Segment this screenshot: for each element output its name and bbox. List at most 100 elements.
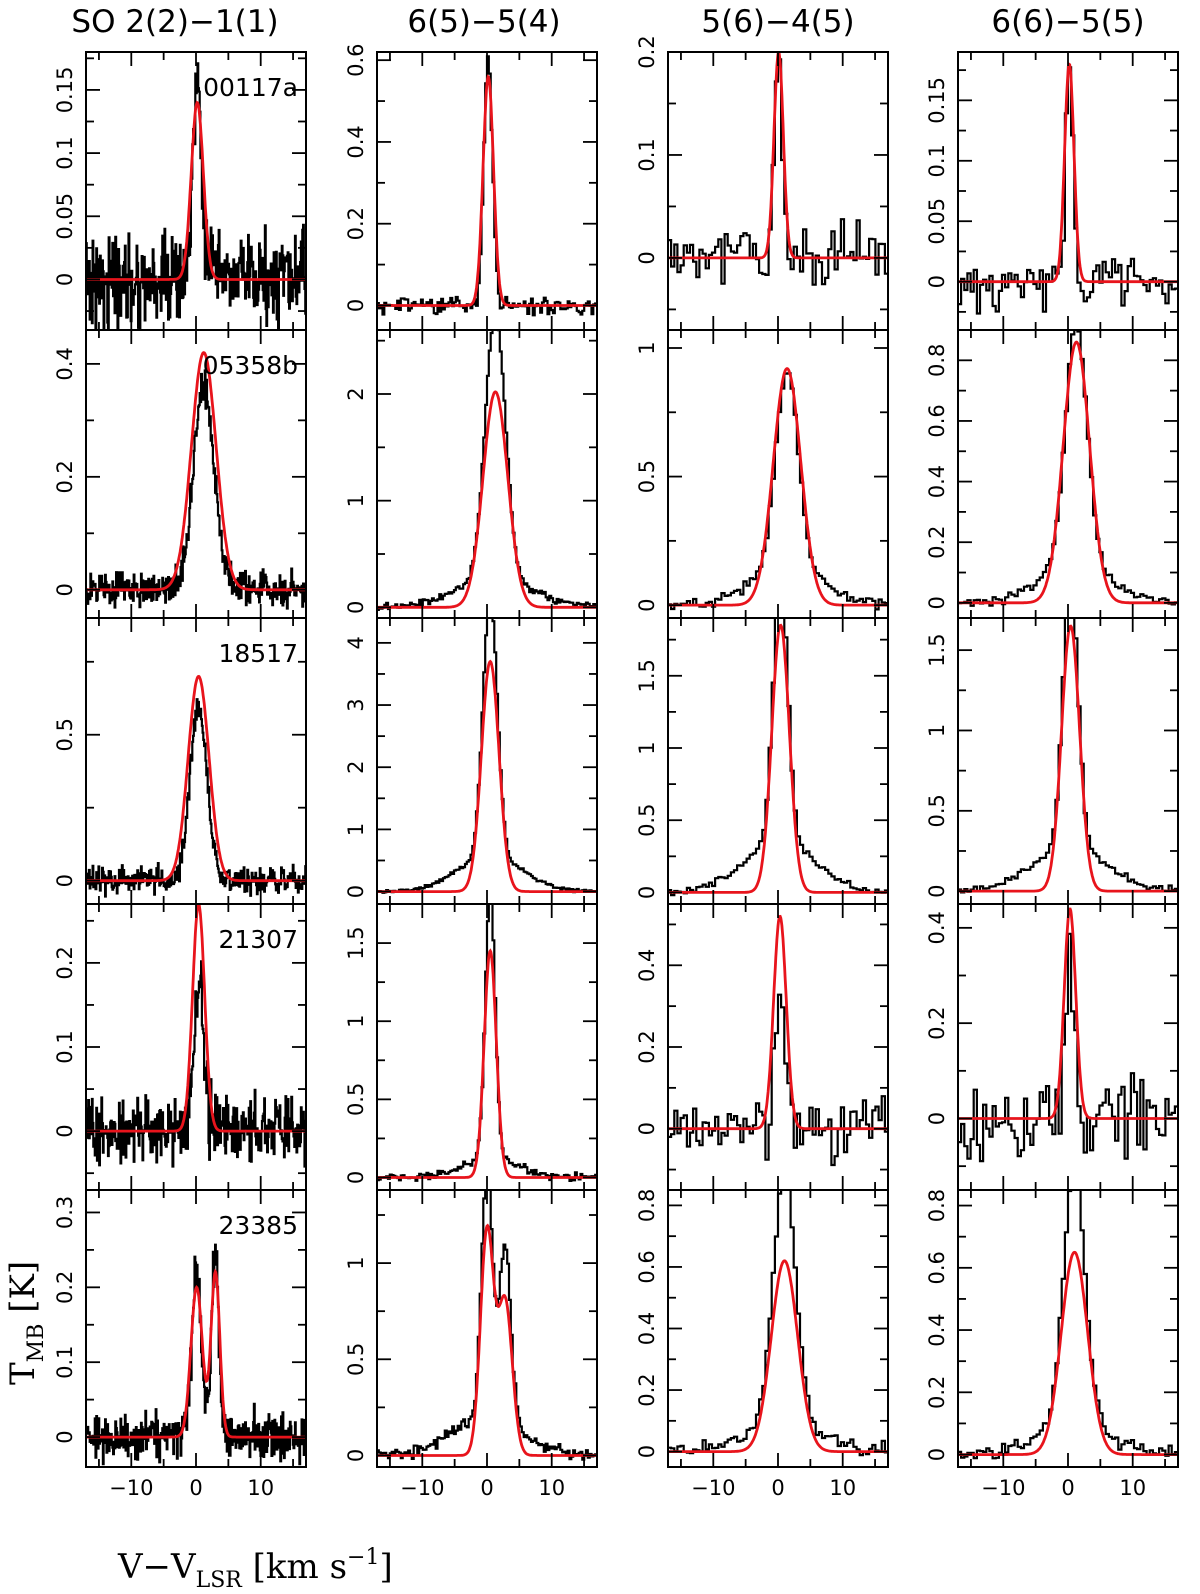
y-tick-label: 0 (344, 1171, 368, 1184)
gaussian-fit-curve (377, 74, 597, 307)
gaussian-fit-curve (958, 624, 1178, 893)
y-tick-label: 1 (344, 1256, 368, 1269)
y-tick-label: 0.2 (344, 207, 368, 240)
y-tick-label: 0.2 (53, 1271, 77, 1304)
y-tick-label: 0 (53, 1430, 77, 1443)
y-tick-label: 0.1 (53, 136, 77, 169)
gaussian-fit-curve (86, 674, 306, 883)
y-tick-label: 0.8 (925, 344, 949, 377)
panel-00117a-2: 0 0.2 0.4 0.6 (344, 43, 598, 331)
observed-spectrum (958, 618, 1178, 894)
y-tick-label: 0.15 (53, 67, 77, 114)
gaussian-fit-curve (668, 914, 888, 1131)
y-tick-label: 0 (344, 885, 368, 898)
observed-spectrum (377, 904, 597, 1182)
panel-23385-3: −10 0 10 0 0.2 0.4 0.6 0.8 (635, 1189, 889, 1500)
gaussian-fit-curve (958, 1250, 1178, 1456)
x-axis-label-sub: LSR (196, 1568, 244, 1593)
x-tick-label: 10 (538, 1476, 565, 1500)
y-tick-label: 0.1 (635, 138, 659, 171)
x-tick-label: 0 (480, 1476, 493, 1500)
panel-05358b-4: 0 0.2 0.4 0.6 0.8 (925, 329, 1179, 619)
y-axis-label-main: T (3, 1362, 43, 1385)
observed-spectrum (668, 618, 888, 897)
y-tick-label: 0.2 (635, 1030, 659, 1063)
gaussian-fit-curve (86, 351, 306, 592)
x-tick-label: 0 (189, 1476, 202, 1500)
source-label: 23385 (218, 1211, 298, 1240)
y-tick-label: 0.6 (925, 404, 949, 437)
x-tick-label: −10 (109, 1476, 153, 1500)
panel-00117a-4: 0 0.05 0.1 0.15 (925, 51, 1179, 331)
panel-18517-1: 0 0.5 18517 (53, 617, 307, 905)
observed-spectrum (668, 58, 888, 286)
y-tick-label: 1 (344, 823, 368, 836)
panel-21307-2: 0 0.5 1 1.5 (344, 903, 598, 1191)
y-tick-label: 0.4 (925, 911, 949, 944)
y-tick-label: 0.05 (925, 198, 949, 245)
y-tick-label: 0.4 (925, 1313, 949, 1346)
panel-frame (376, 617, 598, 905)
y-tick-label: 0 (635, 598, 659, 611)
x-axis-label: V−VLSR [km s−1] (117, 1545, 393, 1593)
y-tick-label: 0.5 (344, 1083, 368, 1116)
y-tick-label: 0.1 (925, 144, 949, 177)
gaussian-fit-curve (668, 52, 888, 260)
observed-spectrum (958, 330, 1178, 607)
y-tick-label: 0.5 (635, 460, 659, 493)
y-axis-label: TMB [K] (3, 1261, 49, 1385)
y-tick-label: 0.2 (925, 1006, 949, 1039)
x-tick-label: −10 (400, 1476, 444, 1500)
panel-05358b-3: 00.51 (635, 329, 889, 619)
y-tick-label: 1 (925, 724, 949, 737)
panel-00117a-3: 0 0.1 0.2 (635, 35, 889, 331)
observed-spectrum (958, 1190, 1178, 1460)
gaussian-fit-curve (377, 948, 597, 1179)
y-tick-label: 0 (925, 596, 949, 609)
gaussian-fit-curve (377, 659, 597, 893)
y-tick-label: 0 (635, 886, 659, 899)
panel-23385-1: −10 0 10 0 0.1 0.2 0.3 23385 (53, 1189, 307, 1500)
y-tick-label: 0.4 (635, 949, 659, 982)
y-tick-label: 0 (635, 1445, 659, 1458)
y-tick-label: 0.5 (635, 804, 659, 837)
source-label: 05358b (203, 351, 298, 380)
panel-05358b-2: 0 1 2 (344, 329, 598, 619)
x-tick-label: −10 (981, 1476, 1025, 1500)
x-axis-label-close: ] (379, 1547, 392, 1587)
y-tick-label: 0.5 (53, 718, 77, 751)
panel-21307-3: 0 0.2 0.4 (635, 903, 889, 1191)
gaussian-fit-curve (377, 1223, 597, 1457)
observed-spectrum (86, 62, 306, 330)
panel-23385-4: −10 0 10 0 0.2 0.4 0.6 0.8 (925, 1189, 1179, 1500)
gaussian-fit-curve (958, 907, 1178, 1120)
source-label: 18517 (218, 639, 298, 668)
y-tick-label: 0.6 (344, 43, 368, 76)
y-tick-label: 1.5 (344, 926, 368, 959)
x-tick-label: 10 (1119, 1476, 1146, 1500)
y-tick-label: 0 (344, 1449, 368, 1462)
gaussian-fit-curve (668, 623, 888, 894)
y-tick-label: 0 (635, 251, 659, 264)
gaussian-fit-curve (668, 367, 888, 607)
panel-18517-3: 0 0.5 1 1.5 (635, 617, 889, 905)
x-axis-label-units: [km s (242, 1547, 347, 1587)
column-title-2: 6(5)−5(4) (407, 4, 560, 40)
y-tick-label: 0.05 (53, 193, 77, 240)
panel-21307-4: 0 0.2 0.4 (925, 903, 1179, 1191)
y-tick-label: 2 (344, 761, 368, 774)
y-axis-label-sub: MB (24, 1324, 49, 1363)
y-tick-label: 0.2 (635, 35, 659, 68)
y-tick-label: 4 (344, 636, 368, 649)
y-tick-label: 0 (53, 874, 77, 887)
y-tick-label: 1.5 (925, 633, 949, 666)
panel-18517-2: 0 1 2 3 4 (344, 617, 598, 905)
y-tick-label: 0.1 (53, 1345, 77, 1378)
x-tick-label: 0 (1061, 1476, 1074, 1500)
observed-spectrum (377, 1190, 597, 1461)
x-tick-label: −10 (691, 1476, 735, 1500)
x-tick-label: 0 (771, 1476, 784, 1500)
gaussian-fit-curve (377, 390, 597, 609)
y-tick-label: 0.8 (925, 1189, 949, 1222)
column-titles: SO 2(2)−1(1) 6(5)−5(4) 5(6)−4(5) 6(6)−5(… (71, 4, 1144, 40)
